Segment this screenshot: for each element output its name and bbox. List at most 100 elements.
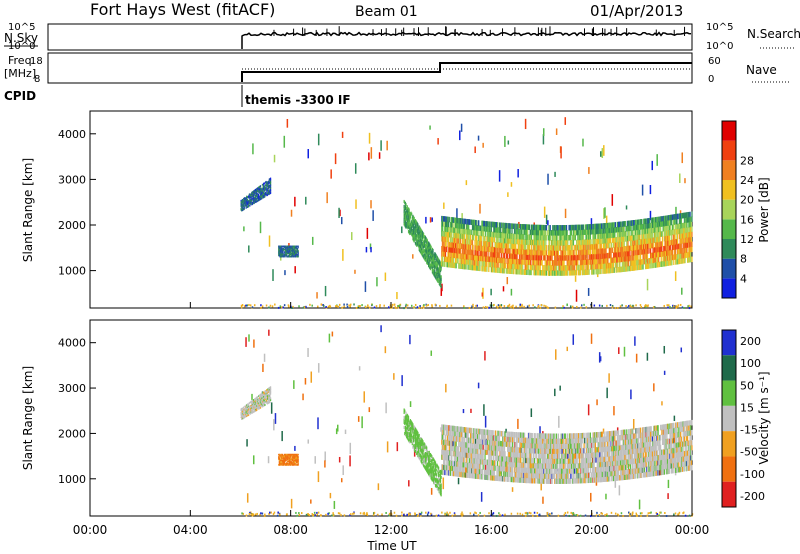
power-cell bbox=[489, 256, 491, 263]
power-cell bbox=[419, 226, 421, 230]
power-cell bbox=[256, 190, 259, 193]
power-cell bbox=[617, 256, 619, 263]
power-cell bbox=[454, 242, 457, 249]
velocity-cell bbox=[259, 394, 261, 397]
power-cell bbox=[410, 226, 412, 230]
power-cell bbox=[425, 249, 427, 253]
power-cell bbox=[667, 230, 669, 236]
power-cell bbox=[599, 248, 601, 255]
power-cell bbox=[542, 270, 544, 276]
power-cell bbox=[554, 270, 556, 276]
power-cell bbox=[587, 264, 589, 270]
power-cell bbox=[540, 224, 543, 231]
velocity-cell bbox=[243, 408, 245, 411]
power-cell bbox=[251, 193, 254, 196]
power-cell bbox=[590, 264, 592, 270]
power-scatter-cell bbox=[252, 143, 254, 155]
power-cell bbox=[246, 206, 248, 209]
power-cell bbox=[629, 225, 631, 232]
power-cell bbox=[591, 254, 593, 260]
power-cell bbox=[411, 232, 413, 236]
power-cell bbox=[652, 222, 654, 228]
power-cell bbox=[687, 212, 689, 218]
power-cell bbox=[250, 198, 252, 201]
power-cell bbox=[431, 270, 433, 274]
power-cell bbox=[466, 218, 468, 225]
velocity-cell bbox=[254, 410, 256, 412]
power-cell bbox=[404, 214, 407, 218]
power-cell bbox=[455, 252, 457, 259]
power-cell bbox=[668, 260, 670, 266]
power-cell bbox=[607, 232, 610, 239]
power-ground-cell bbox=[511, 305, 513, 308]
power-cell bbox=[666, 235, 668, 241]
power-cell bbox=[288, 254, 291, 257]
power-cell bbox=[438, 272, 440, 276]
power-cell bbox=[643, 218, 645, 225]
power-cell bbox=[441, 215, 443, 222]
power-cell bbox=[513, 248, 515, 255]
power-cell bbox=[585, 259, 587, 265]
power-ground-cell bbox=[288, 305, 290, 308]
velocity-cell bbox=[251, 410, 254, 413]
power-cell bbox=[567, 235, 570, 241]
power-cell bbox=[550, 265, 553, 271]
power-cell bbox=[264, 187, 266, 190]
power-cell bbox=[484, 225, 486, 232]
power-cell bbox=[565, 255, 567, 261]
power-scatter-cell bbox=[649, 184, 652, 195]
power-cell bbox=[404, 212, 407, 216]
power-cell bbox=[241, 205, 243, 207]
power-cell bbox=[444, 221, 447, 227]
power-cell bbox=[602, 238, 604, 244]
power-cell bbox=[417, 244, 420, 248]
power-cell bbox=[601, 233, 603, 239]
power-cell bbox=[475, 255, 477, 261]
power-cell bbox=[645, 223, 647, 229]
power-cell bbox=[504, 227, 506, 234]
power-ground-cell bbox=[450, 304, 453, 307]
power-cell bbox=[466, 224, 469, 230]
power-cell bbox=[680, 213, 682, 219]
power-cell bbox=[261, 189, 264, 192]
velocity-cell bbox=[259, 395, 262, 398]
velocity-cell bbox=[259, 397, 261, 400]
power-scatter-cell bbox=[294, 266, 296, 274]
power-cell bbox=[622, 266, 624, 272]
power-cell bbox=[626, 255, 629, 262]
power-ground-cell bbox=[663, 304, 665, 307]
power-cell bbox=[551, 270, 553, 276]
power-cell bbox=[587, 259, 589, 265]
power-cell bbox=[642, 248, 644, 255]
power-cell bbox=[449, 226, 451, 233]
power-cell bbox=[545, 224, 547, 231]
power-cell bbox=[439, 279, 442, 283]
power-cell bbox=[635, 239, 637, 246]
velocity-cell bbox=[258, 402, 260, 405]
power-cell bbox=[473, 264, 475, 271]
power-cell bbox=[561, 245, 563, 251]
power-cell bbox=[244, 201, 247, 204]
power-cell bbox=[540, 234, 542, 241]
power-scatter-cell bbox=[412, 254, 414, 259]
power-cell bbox=[572, 270, 574, 276]
power-cell bbox=[653, 227, 655, 233]
power-cell bbox=[544, 234, 546, 241]
power-cell bbox=[644, 238, 646, 245]
power-cell bbox=[585, 234, 587, 240]
power-cell bbox=[415, 225, 417, 229]
power-cell bbox=[619, 221, 622, 228]
power-cell bbox=[282, 252, 284, 255]
power-cell bbox=[427, 250, 429, 254]
power-cell bbox=[600, 228, 602, 234]
power-cell bbox=[413, 229, 415, 233]
power-cell bbox=[614, 237, 616, 243]
power-cell bbox=[412, 228, 415, 232]
velocity-scatter-cell bbox=[618, 485, 621, 496]
power-cell bbox=[574, 224, 576, 231]
power-cell bbox=[436, 255, 438, 259]
power-cell bbox=[596, 248, 598, 255]
power-cell bbox=[480, 250, 482, 257]
power-cell bbox=[668, 235, 671, 241]
power-cell bbox=[502, 222, 504, 229]
